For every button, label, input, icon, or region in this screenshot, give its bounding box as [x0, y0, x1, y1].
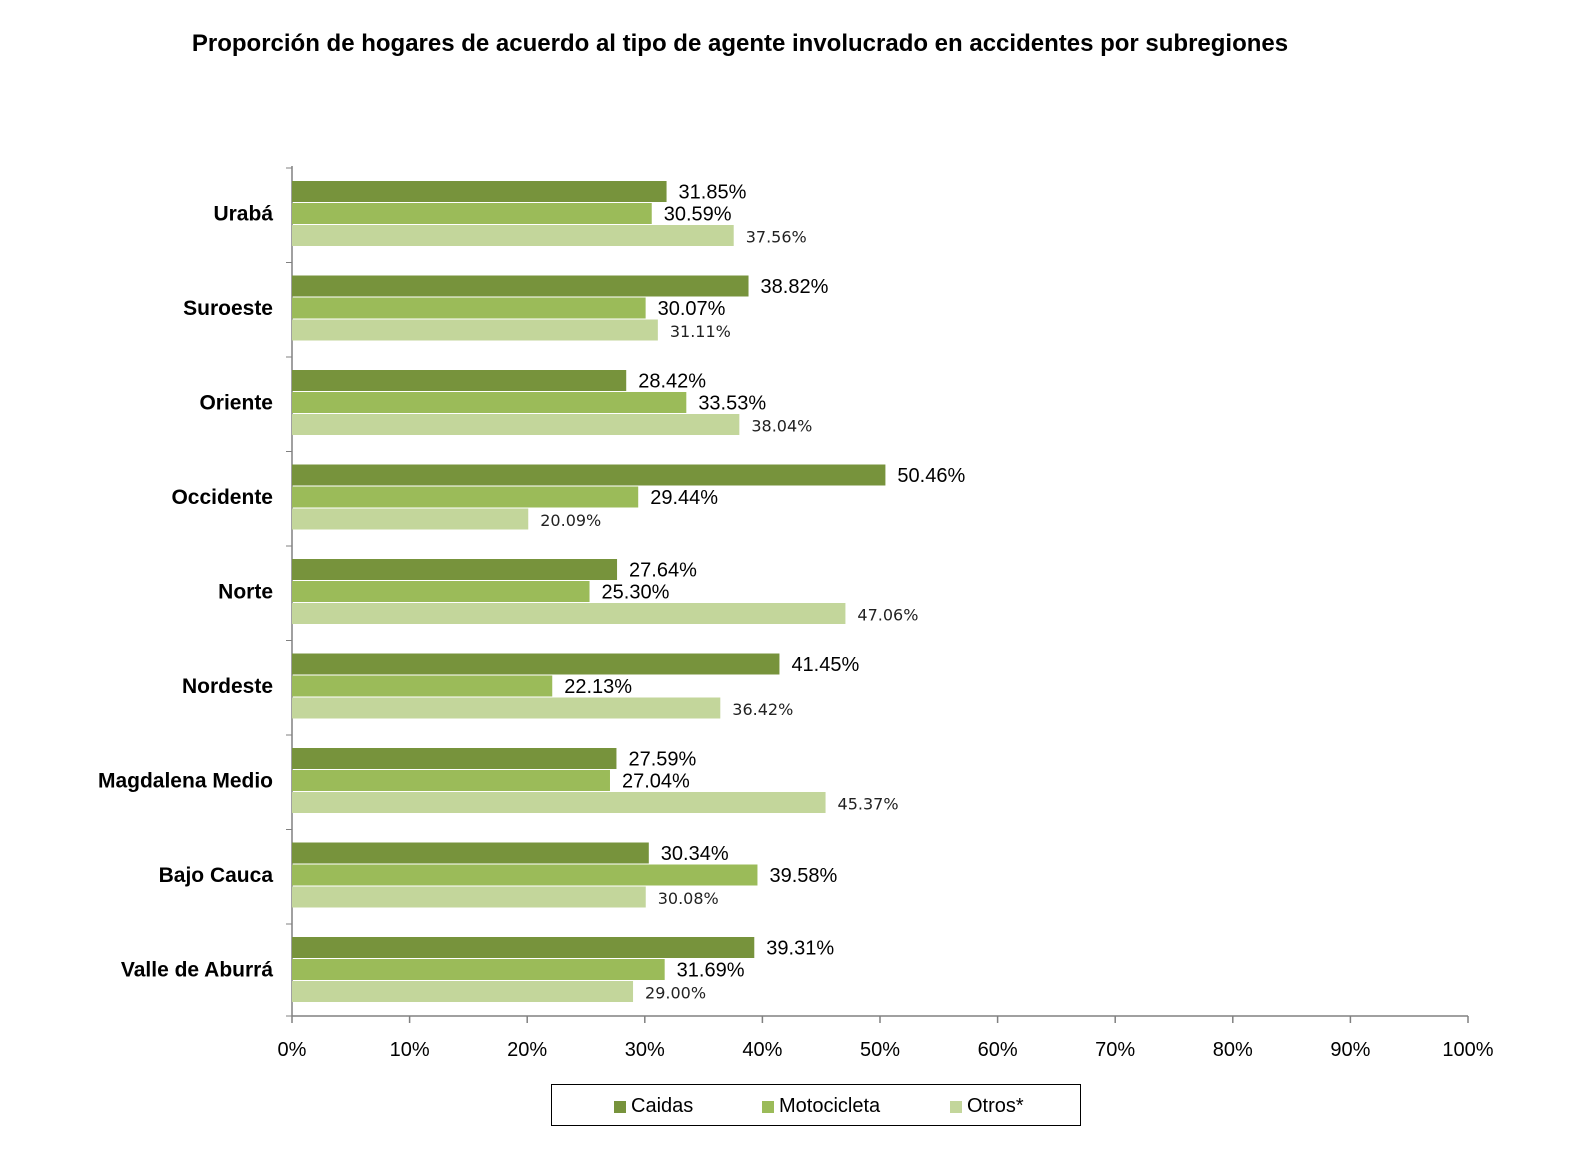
data-label: 29.00%	[645, 984, 706, 1003]
legend-label-caidas: Caidas	[631, 1095, 694, 1117]
bar	[292, 886, 646, 908]
legend-swatch-motocicleta	[762, 1100, 774, 1113]
category-label: Nordeste	[182, 675, 273, 698]
data-label: 45.37%	[838, 795, 899, 814]
data-label: 27.64%	[629, 560, 697, 582]
bar	[292, 297, 646, 319]
data-label: 38.82%	[761, 276, 829, 298]
data-label: 47.06%	[857, 606, 918, 625]
bar	[292, 319, 658, 341]
legend-item-otros: Otros*	[950, 1095, 1024, 1118]
category-label: Magdalena Medio	[98, 770, 273, 793]
data-label: 31.69%	[677, 960, 745, 982]
legend: Caidas Motocicleta Otros*	[551, 1084, 1081, 1126]
bar	[292, 675, 553, 697]
bar	[292, 748, 617, 769]
data-label: 30.59%	[664, 204, 732, 226]
data-label: 27.59%	[628, 749, 696, 771]
data-label: 30.08%	[658, 889, 719, 908]
x-tick-label: 90%	[1330, 1039, 1370, 1061]
bar	[292, 225, 734, 246]
bar	[292, 581, 590, 602]
legend-swatch-caidas	[614, 1100, 626, 1113]
x-tick-label: 50%	[860, 1039, 900, 1061]
data-label: 20.09%	[540, 511, 601, 530]
data-label: 31.85%	[679, 182, 747, 204]
x-tick-label: 40%	[742, 1039, 782, 1061]
bar	[292, 653, 780, 675]
bar	[292, 981, 634, 1002]
legend-item-motocicleta: Motocicleta	[762, 1095, 880, 1118]
bar	[292, 486, 639, 508]
bar	[292, 864, 758, 886]
data-label: 50.46%	[897, 465, 965, 487]
x-tick-label: 20%	[507, 1039, 547, 1061]
data-label: 22.13%	[564, 676, 632, 698]
chart-title: Proporción de hogares de acuerdo al tipo…	[191, 30, 1289, 57]
data-label: 38.04%	[751, 417, 812, 436]
bar	[292, 559, 618, 580]
category-label: Bajo Cauca	[159, 864, 274, 887]
x-tick-label: 30%	[625, 1039, 665, 1061]
x-tick-label: 70%	[1095, 1039, 1135, 1061]
bar	[292, 203, 652, 224]
data-label: 36.42%	[732, 700, 793, 719]
bar	[292, 697, 721, 719]
legend-item-caidas: Caidas	[614, 1095, 693, 1118]
x-tick-label: 0%	[278, 1039, 307, 1061]
data-label: 29.44%	[650, 487, 718, 509]
bar	[292, 792, 826, 813]
legend-swatch-otros	[950, 1100, 962, 1113]
bar	[292, 770, 610, 791]
category-label: Valle de Aburrá	[121, 959, 273, 982]
x-tick-label: 80%	[1213, 1039, 1253, 1061]
category-label: Oriente	[199, 392, 273, 415]
bar	[292, 464, 886, 486]
bar	[292, 603, 846, 624]
data-label: 39.31%	[766, 938, 834, 960]
bar	[292, 370, 627, 391]
data-label: 30.34%	[661, 843, 729, 865]
bar	[292, 959, 665, 980]
bar	[292, 275, 749, 297]
data-label: 30.07%	[658, 298, 726, 320]
data-label: 28.42%	[638, 371, 706, 393]
bar	[292, 842, 649, 864]
bar	[292, 508, 529, 530]
legend-label-motocicleta: Motocicleta	[779, 1095, 881, 1117]
category-label: Occidente	[171, 486, 273, 509]
legend-label-otros: Otros*	[967, 1095, 1024, 1117]
data-label: 27.04%	[622, 771, 690, 793]
bar	[292, 181, 667, 202]
category-label: Urabá	[213, 203, 273, 226]
data-label: 39.58%	[769, 865, 837, 887]
x-tick-label: 100%	[1442, 1039, 1493, 1061]
data-label: 31.11%	[670, 322, 731, 341]
data-label: 33.53%	[698, 393, 766, 415]
data-label: 37.56%	[746, 228, 807, 247]
category-label: Norte	[218, 581, 273, 604]
bar	[292, 937, 755, 958]
bar	[292, 392, 687, 413]
x-tick-label: 60%	[978, 1039, 1018, 1061]
data-label: 25.30%	[602, 582, 670, 604]
category-label: Suroeste	[183, 297, 273, 320]
data-label: 41.45%	[791, 654, 859, 676]
x-tick-label: 10%	[390, 1039, 430, 1061]
bar	[292, 414, 740, 435]
